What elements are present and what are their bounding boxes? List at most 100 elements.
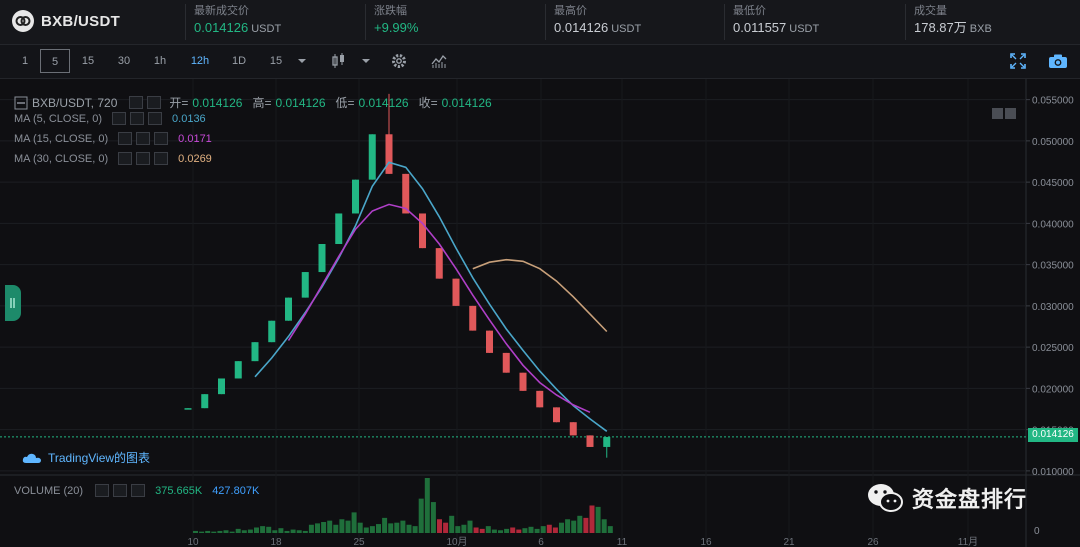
timeframe-30[interactable]: 30 <box>117 55 131 67</box>
arrow-down-icon[interactable] <box>992 108 1003 119</box>
chevron-down-icon[interactable] <box>360 56 372 66</box>
bxb-logo-icon <box>12 10 34 32</box>
stat-value: +9.99% <box>374 20 419 35</box>
candle-body <box>569 422 577 436</box>
candles <box>184 93 611 458</box>
volume-bar <box>412 526 418 533</box>
eye-icon[interactable] <box>112 112 127 125</box>
tradingview-link[interactable]: TradingView的图表 <box>22 449 150 466</box>
stat-label: 成交量 <box>914 5 947 17</box>
ma-value: 0.0269 <box>178 152 212 165</box>
volume-bar <box>333 524 339 533</box>
candle-body <box>486 330 493 353</box>
close-icon[interactable] <box>154 152 169 165</box>
volume-bar <box>583 517 589 533</box>
eye-icon[interactable] <box>118 132 133 145</box>
volume-bar <box>254 527 259 533</box>
settings-icon[interactable] <box>136 152 151 165</box>
candle-body <box>301 272 309 298</box>
candle-body <box>368 134 376 180</box>
timeframe-12h[interactable]: 12h <box>190 55 210 67</box>
brand[interactable]: BXB/USDT <box>12 8 120 34</box>
chevron-down-icon[interactable] <box>296 56 308 66</box>
legend-main: BXB/USDT, 720 开= 0.014126 高= 0.014126 低= 0.… <box>14 94 492 111</box>
cloud-icon <box>22 453 41 463</box>
timeframe-1d[interactable]: 1D <box>231 55 247 67</box>
settings-icon[interactable] <box>147 96 162 109</box>
arrow-down-icon[interactable] <box>1005 108 1016 119</box>
eye-icon[interactable] <box>118 152 133 165</box>
volume-bar <box>552 527 558 533</box>
legend-volume: VOLUME (20) 375.665K 427.807K <box>14 484 259 497</box>
y-tick-label: 0.050000 <box>1032 137 1074 148</box>
stat-value: 0.014126 USDT <box>554 20 642 35</box>
fullscreen-icon[interactable] <box>1009 52 1027 70</box>
candle-body <box>419 213 426 249</box>
pair-title: BXB/USDT <box>41 12 121 30</box>
volume-bar <box>272 530 278 533</box>
moving-averages <box>254 161 608 432</box>
volume-bar <box>424 478 430 533</box>
volume-bar <box>217 530 223 533</box>
stat-value: 0.011557 USDT <box>733 20 820 35</box>
settings-icon[interactable] <box>136 132 151 145</box>
close-icon[interactable] <box>131 484 146 497</box>
volume-ma-value: 427.807K <box>212 484 260 497</box>
volume-bar <box>400 520 406 533</box>
volume-bar <box>406 524 412 533</box>
close-icon[interactable] <box>154 132 169 145</box>
volume-bar <box>223 530 229 533</box>
eye-icon[interactable] <box>129 96 144 109</box>
ma30-line <box>472 258 608 333</box>
volume-bar <box>498 530 503 533</box>
volume-bar <box>345 520 351 533</box>
close-label: 收= <box>418 96 438 110</box>
grip-icon <box>10 298 15 308</box>
candlestick-icon[interactable] <box>329 52 347 70</box>
x-tick-label: 10 <box>187 537 199 547</box>
volume-bar <box>479 528 485 533</box>
collapse-icon[interactable] <box>14 96 28 110</box>
stat-value: 178.87万 BXB <box>914 20 992 35</box>
wechat-watermark: 资金盘排行 <box>866 482 1027 514</box>
chart-canvas[interactable]: 0.055000 0.050000 0.045000 0.040000 0.035000… <box>0 79 1080 547</box>
settings-icon[interactable] <box>130 112 145 125</box>
stat-high: 最高价 0.014126 USDT <box>545 4 724 40</box>
gear-icon[interactable] <box>390 52 408 70</box>
volume-bar <box>528 526 534 533</box>
legend-ma5: MA (5, CLOSE, 0) 0.0136 <box>14 112 206 125</box>
side-panel-handle[interactable] <box>5 285 21 321</box>
ma-value: 0.0136 <box>172 112 206 125</box>
price-chart[interactable]: 0.055000 0.050000 0.045000 0.040000 0.035000… <box>0 79 1080 547</box>
candle-body <box>335 213 343 244</box>
timeframe-5[interactable]: 5 <box>40 49 70 73</box>
settings-icon[interactable] <box>113 484 128 497</box>
close-value: 0.014126 <box>441 95 492 110</box>
x-tick-label: 6 <box>538 537 544 547</box>
eye-icon[interactable] <box>95 484 110 497</box>
candle-body <box>318 244 326 273</box>
market-header: BXB/USDT 最新成交价 0.014126 USDT 涨跌幅 +9.99% 最… <box>0 0 1080 45</box>
volume-bar <box>382 517 388 533</box>
ma-label: MA (30, CLOSE, 0) <box>14 152 109 165</box>
timeframe-1[interactable]: 1 <box>21 55 29 67</box>
chart-toolbar: 1 5 15 30 1h 12h 1D 15 <box>0 45 1080 79</box>
stat-label: 最低价 <box>733 5 766 17</box>
timeframe-1h[interactable]: 1h <box>153 55 167 67</box>
volume-value: 375.665K <box>155 484 203 497</box>
volume-bar <box>467 520 473 533</box>
candle-body <box>502 352 510 373</box>
volume-bar <box>241 530 247 533</box>
volume-bar <box>418 498 424 533</box>
indicators-icon[interactable] <box>430 52 448 70</box>
volume-bar <box>296 530 302 533</box>
timeframe-15-more[interactable]: 15 <box>269 55 283 67</box>
camera-icon[interactable] <box>1048 52 1068 70</box>
candle-body <box>603 437 611 447</box>
volume-bar <box>577 515 583 533</box>
candle-body <box>586 435 594 447</box>
close-icon[interactable] <box>148 112 163 125</box>
stat-last-price: 最新成交价 0.014126 USDT <box>185 4 364 40</box>
timeframe-15[interactable]: 15 <box>81 55 95 67</box>
candle-body <box>352 179 359 214</box>
